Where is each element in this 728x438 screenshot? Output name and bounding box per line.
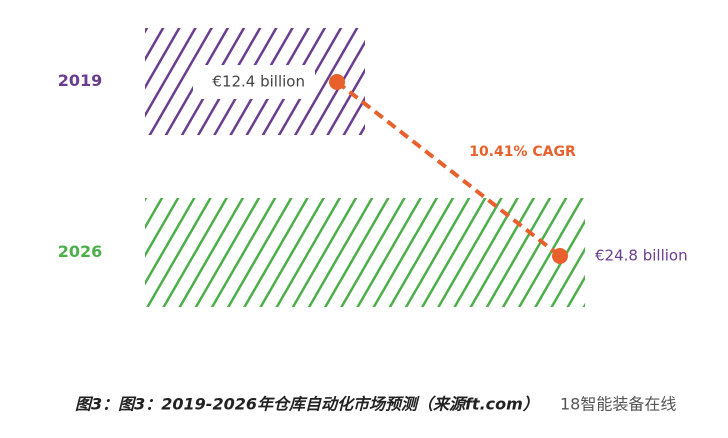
value-label: €12.4 billion <box>212 73 305 91</box>
value-label: €24.8 billion <box>595 247 688 265</box>
bar <box>145 198 585 307</box>
point <box>329 74 345 90</box>
category-label: 2026 <box>58 242 103 261</box>
category-label: 2019 <box>58 71 103 90</box>
watermark: 18智能装备在线 <box>560 395 676 414</box>
label-box <box>193 65 315 99</box>
caption: 图3：图3：2019-2026年仓库自动化市场预测（来源ft.com） <box>75 395 539 414</box>
point <box>552 248 568 264</box>
annotation: 10.41% CAGR <box>469 144 576 160</box>
